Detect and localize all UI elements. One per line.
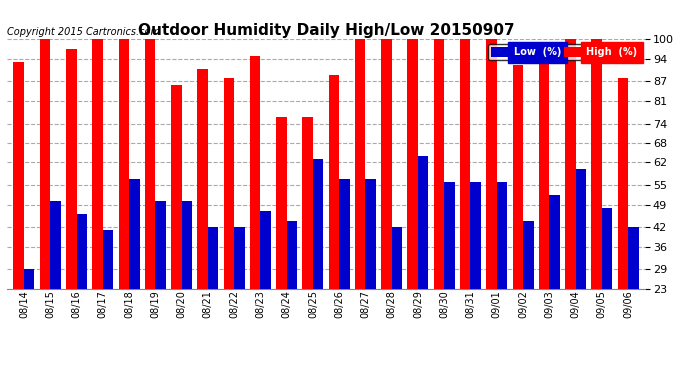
Bar [549,195,560,363]
Bar [197,69,208,363]
Bar [77,214,87,363]
Bar [575,169,586,363]
Bar [155,201,166,363]
Bar [513,65,523,363]
Bar [602,208,612,363]
Bar [328,75,339,363]
Bar [50,201,61,363]
Bar [171,85,181,363]
Bar [408,39,418,363]
Bar [539,53,549,363]
Title: Outdoor Humidity Daily High/Low 20150907: Outdoor Humidity Daily High/Low 20150907 [138,23,514,38]
Bar [208,227,218,363]
Bar [471,182,481,363]
Bar [286,221,297,363]
Bar [591,39,602,363]
Bar [14,62,24,363]
Bar [302,117,313,363]
Bar [418,156,428,363]
Bar [24,269,34,363]
Bar [497,182,507,363]
Bar [66,49,77,363]
Bar [92,39,103,363]
Bar [129,178,139,363]
Bar [250,56,260,363]
Bar [181,201,192,363]
Bar [523,221,533,363]
Bar [339,178,350,363]
Bar [119,39,129,363]
Bar [145,39,155,363]
Bar [460,39,471,363]
Bar [355,39,366,363]
Bar [40,39,50,363]
Bar [103,231,113,363]
Bar [224,78,234,363]
Bar [234,227,244,363]
Text: Copyright 2015 Cartronics.com: Copyright 2015 Cartronics.com [7,27,160,37]
Bar [366,178,376,363]
Bar [434,39,444,363]
Bar [444,182,455,363]
Bar [628,227,638,363]
Bar [260,211,271,363]
Bar [381,39,392,363]
Bar [618,78,628,363]
Bar [392,227,402,363]
Bar [565,39,575,363]
Bar [276,117,286,363]
Legend: Low  (%), High  (%): Low (%), High (%) [489,44,640,60]
Bar [313,159,324,363]
Bar [486,39,497,363]
